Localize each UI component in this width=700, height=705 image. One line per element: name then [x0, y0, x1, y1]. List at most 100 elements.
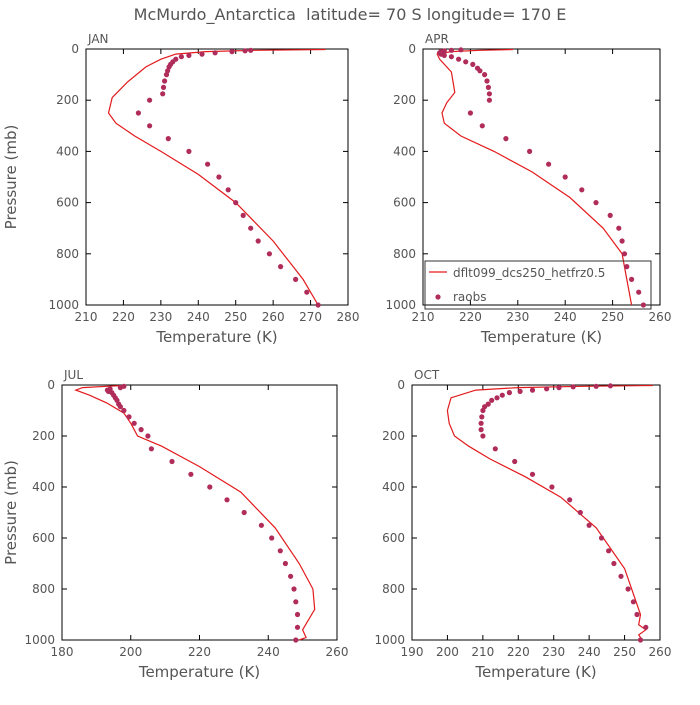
- x-tick-label: 270: [299, 310, 322, 324]
- raob-point: [577, 509, 583, 516]
- y-tick-label: 800: [382, 582, 405, 596]
- raob-point: [503, 136, 509, 142]
- raob-point: [294, 624, 301, 630]
- figure-title: McMurdo_Antarctica latitude= 70 S longit…: [134, 5, 567, 25]
- raob-point: [624, 264, 630, 270]
- x-tick-label: 200: [119, 645, 142, 659]
- x-tick-label: 220: [112, 310, 135, 324]
- raob-point: [485, 401, 491, 407]
- raob-point: [485, 84, 491, 90]
- raob-point: [126, 414, 132, 420]
- y-tick-label: 600: [382, 531, 405, 545]
- x-tick-label: 230: [149, 310, 172, 324]
- raob-point: [241, 509, 247, 516]
- x-tick-label: 210: [471, 645, 494, 659]
- x-tick-label: 240: [187, 310, 210, 324]
- raob-point: [619, 238, 625, 244]
- raob-point: [484, 78, 490, 84]
- raob-point: [621, 251, 628, 257]
- raob-point: [293, 276, 299, 282]
- raob-point: [611, 560, 617, 567]
- x-tick-label: 180: [51, 645, 74, 659]
- raob-point: [634, 611, 640, 618]
- raob-point: [494, 395, 500, 401]
- raob-point: [492, 446, 498, 452]
- x-tick-label: 280: [337, 310, 360, 324]
- raob-point: [248, 225, 254, 231]
- raob-point: [169, 458, 175, 465]
- y-tick-label: 400: [393, 144, 416, 158]
- raob-point: [160, 91, 166, 97]
- raob-point: [304, 289, 310, 295]
- raob-point: [478, 420, 484, 426]
- chart-panel-jan: JAN 210 220 230 240 250 260 270 280 0 200 400 600 800…: [2, 32, 359, 346]
- y-tick-label: 0: [397, 378, 405, 392]
- x-tick-label: 190: [401, 645, 424, 659]
- raob-point: [293, 637, 299, 643]
- raob-point: [643, 624, 649, 630]
- x-tick-label: 240: [554, 310, 577, 324]
- raob-point: [258, 522, 264, 528]
- raob-point: [224, 497, 230, 503]
- raob-point: [482, 404, 488, 410]
- y-tick-label: 600: [32, 531, 55, 545]
- raob-point: [579, 187, 585, 193]
- y-axis-label: Pressure (mb): [2, 125, 20, 230]
- y-tick-label: 600: [393, 196, 416, 210]
- model-profile-line: [74, 384, 316, 641]
- raob-point: [145, 433, 151, 439]
- x-tick-label: 210: [412, 310, 435, 324]
- raob-point: [486, 91, 492, 97]
- raob-point: [546, 161, 552, 167]
- raob-point: [162, 78, 168, 84]
- raob-point: [556, 385, 562, 391]
- model-profile-line: [446, 384, 653, 641]
- raob-point: [625, 586, 631, 592]
- raob-point: [640, 302, 647, 308]
- raob-point: [607, 383, 614, 389]
- y-tick-label: 200: [56, 93, 79, 107]
- raob-point: [618, 573, 624, 579]
- raob-point: [160, 84, 167, 90]
- y-tick-label: 1000: [374, 633, 405, 647]
- raob-point: [121, 383, 127, 389]
- y-tick-label: 0: [408, 42, 416, 56]
- raob-point: [212, 50, 218, 56]
- raob-point: [315, 302, 321, 308]
- y-tick-label: 1000: [385, 298, 416, 312]
- raob-point: [242, 48, 248, 54]
- raob-point: [291, 586, 297, 592]
- legend-model-label: dflt099_dcs250_hetfrz0.5: [453, 266, 605, 280]
- raob-point: [107, 386, 113, 392]
- raob-point: [225, 187, 231, 193]
- raob-point: [277, 548, 283, 554]
- raob-point: [207, 484, 213, 490]
- panel-label: JAN: [87, 32, 109, 46]
- x-tick-label: 230: [506, 310, 529, 324]
- legend-box: [424, 260, 652, 310]
- raob-point: [486, 97, 492, 103]
- y-tick-label: 0: [47, 378, 55, 392]
- raob-point: [607, 212, 613, 218]
- y-tick-label: 400: [382, 480, 405, 494]
- chart-panel-jul: JUL 180 200 220 240 260 0 200 400 600 800 1000 Tempe…: [2, 368, 348, 681]
- raob-point: [593, 200, 599, 206]
- raob-point: [448, 47, 454, 53]
- raob-point: [482, 72, 488, 78]
- x-tick-label: 250: [601, 310, 624, 324]
- raob-point: [121, 407, 127, 414]
- panel-label: OCT: [414, 368, 440, 382]
- plot-frame: [85, 48, 349, 306]
- raob-point: [506, 390, 512, 396]
- x-tick-label: 250: [613, 645, 636, 659]
- raob-point: [527, 148, 533, 154]
- x-tick-label: 230: [542, 645, 565, 659]
- raob-point: [229, 49, 235, 55]
- raob-point: [188, 471, 194, 477]
- x-tick-label: 220: [459, 310, 482, 324]
- y-tick-label: 800: [56, 247, 79, 261]
- model-profile-line: [107, 48, 326, 306]
- raob-point: [470, 61, 476, 67]
- y-tick-label: 200: [382, 429, 405, 443]
